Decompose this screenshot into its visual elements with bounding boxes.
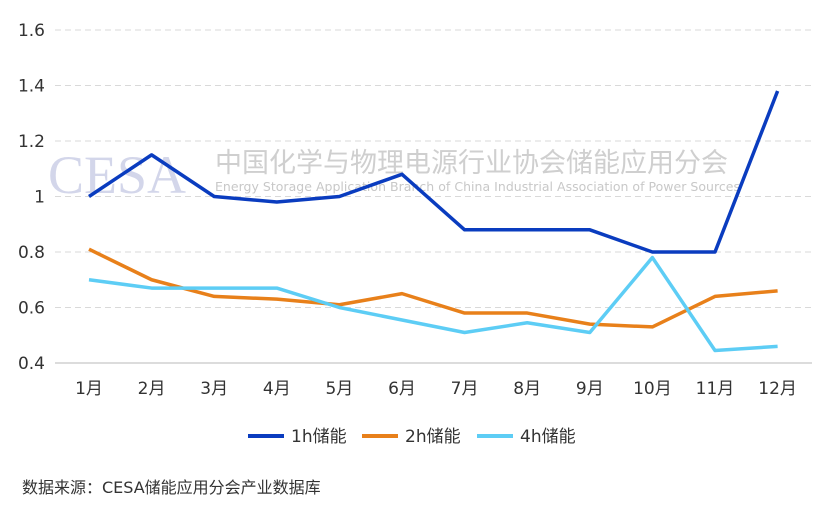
series-line-2 bbox=[88, 247, 778, 329]
x-tick-label: 5月 bbox=[325, 379, 353, 399]
x-tick-label: 1月 bbox=[75, 379, 103, 399]
source-note: 数据来源：CESA储能应用分会产业数据库 bbox=[22, 478, 321, 497]
y-tick-label: 1.6 bbox=[18, 21, 45, 41]
x-tick-label: 8月 bbox=[513, 379, 541, 399]
x-tick-label: 11月 bbox=[696, 379, 735, 399]
y-tick-label: 0.8 bbox=[18, 243, 45, 263]
watermark-logo: CESA bbox=[48, 145, 186, 205]
x-tick-label: 4月 bbox=[263, 379, 291, 399]
series-line-3 bbox=[88, 255, 778, 353]
watermark-en: Energy Storage Application Branch of Chi… bbox=[215, 179, 740, 194]
legend-label: 4h储能 bbox=[520, 427, 576, 447]
series-line-1 bbox=[88, 90, 780, 254]
legend-label: 2h储能 bbox=[405, 427, 461, 447]
y-tick-label: 1 bbox=[34, 188, 45, 208]
x-tick-label: 10月 bbox=[633, 379, 672, 399]
x-tick-label: 9月 bbox=[576, 379, 604, 399]
watermark-cn: 中国化学与物理电源行业协会储能应用分会 bbox=[215, 148, 728, 179]
y-tick-label: 0.4 bbox=[18, 354, 45, 374]
x-tick-label: 12月 bbox=[758, 379, 797, 399]
y-tick-label: 1.2 bbox=[18, 132, 45, 152]
y-tick-label: 0.6 bbox=[18, 299, 45, 319]
y-tick-label: 1.4 bbox=[18, 77, 45, 97]
x-tick-label: 3月 bbox=[200, 379, 228, 399]
x-tick-label: 2月 bbox=[138, 379, 166, 399]
x-tick-label: 7月 bbox=[451, 379, 479, 399]
x-tick-label: 6月 bbox=[388, 379, 416, 399]
legend-label: 1h储能 bbox=[291, 427, 347, 447]
